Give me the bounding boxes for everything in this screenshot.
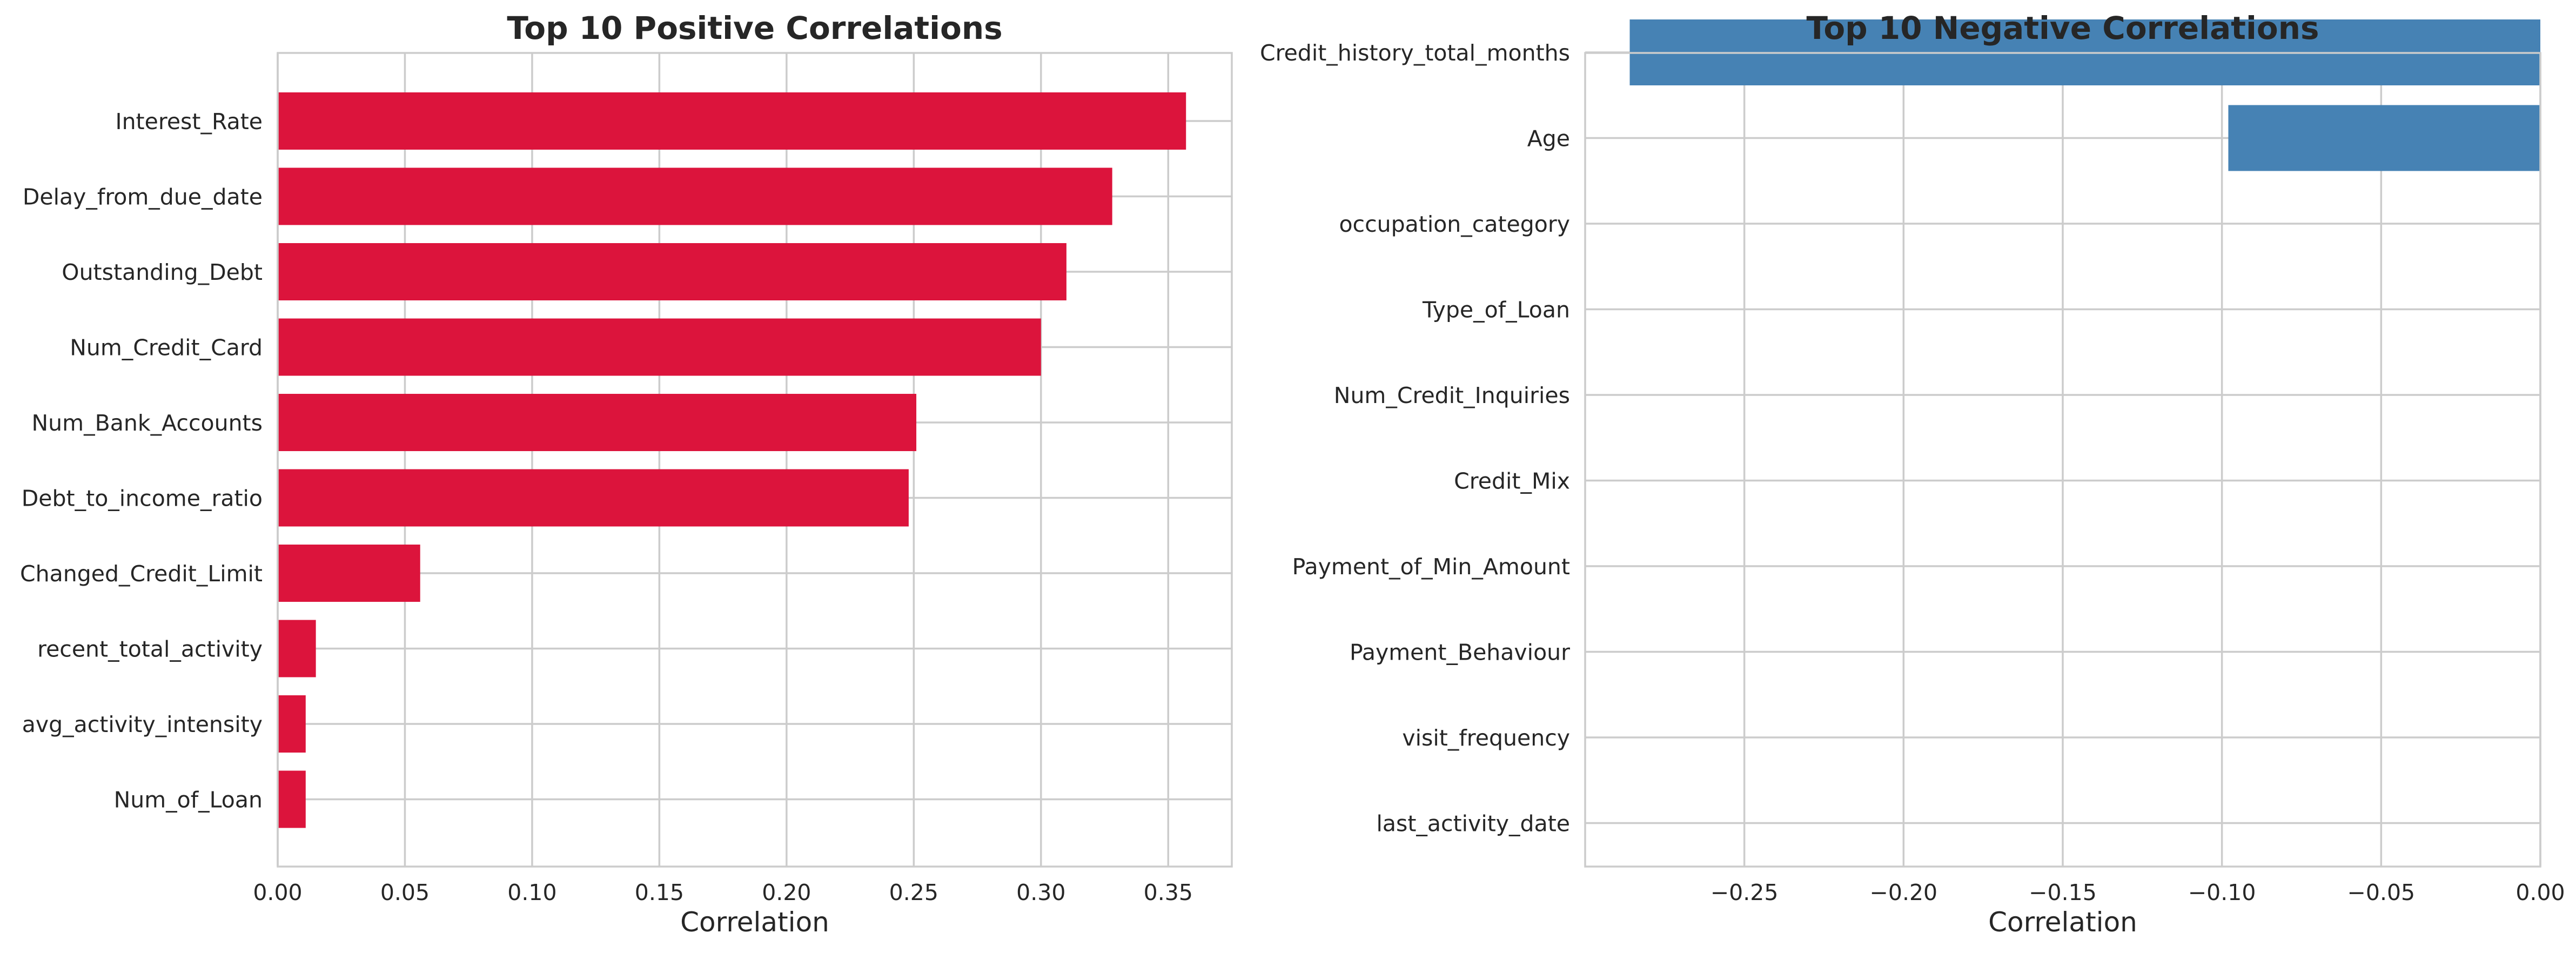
bar-delay-from-due-date <box>278 167 1112 225</box>
y-tick-label: Num_Credit_Card <box>70 335 263 361</box>
x-tick-label: 0.00 <box>253 880 302 905</box>
bar-outstanding-debt <box>278 243 1066 300</box>
bar-num-of-loan <box>278 770 306 828</box>
x-tick-label: 0.35 <box>1144 880 1193 905</box>
plot-frame <box>277 52 1233 868</box>
y-tick-label: Type_of_Loan <box>1422 297 1570 323</box>
plot-frame <box>1584 52 2541 868</box>
y-tick-label: last_activity_date <box>1376 811 1570 837</box>
x-tick-label: −0.05 <box>2347 880 2416 905</box>
y-tick-label: Delay_from_due_date <box>23 184 263 210</box>
x-tick-label: 0.20 <box>762 880 811 905</box>
y-tick-label: visit_frequency <box>1402 725 1570 751</box>
chart-title: Top 10 Negative Correlations <box>1806 10 2319 46</box>
bar-num-bank-accounts <box>278 394 917 451</box>
bar-debt-to-income-ratio <box>278 469 909 527</box>
y-tick-label: Num_Credit_Inquiries <box>1334 382 1570 408</box>
positive-correlations-panel: 0.00 0.05 0.10 0.15 0.20 0.25 0.30 0.35 Interest… <box>20 10 1233 938</box>
y-tick-label: Age <box>1527 126 1570 152</box>
x-tick-label: −0.25 <box>1710 880 1779 905</box>
x-tick-label: 0.05 <box>380 880 430 905</box>
negative-correlations-panel: −0.25 −0.20 −0.15 −0.10 −0.05 0.00 Credit_hist… <box>1260 10 2565 938</box>
bar-interest-rate <box>278 92 1186 150</box>
y-tick-label: Payment_Behaviour <box>1350 640 1570 666</box>
x-tick-label: 0.00 <box>2515 880 2565 905</box>
bar-changed-credit-limit <box>278 545 420 602</box>
bar-age <box>2228 105 2540 171</box>
x-tick-label: 0.25 <box>889 880 938 905</box>
y-tick-label: avg_activity_intensity <box>22 712 263 737</box>
y-tick-label: Num_of_Loan <box>114 787 263 813</box>
x-tick-label: −0.15 <box>2029 880 2097 905</box>
x-tick-label: 0.10 <box>507 880 556 905</box>
y-tick-label: Interest_Rate <box>115 109 263 135</box>
y-tick-label: Num_Bank_Accounts <box>32 410 263 436</box>
y-tick-label: Changed_Credit_Limit <box>20 561 263 587</box>
y-tick-label: Payment_of_Min_Amount <box>1292 554 1570 580</box>
y-tick-label: Credit_Mix <box>1454 468 1570 494</box>
y-tick-label: Debt_to_income_ratio <box>22 486 263 512</box>
x-tick-label: −0.20 <box>1870 880 1938 905</box>
y-tick-label: recent_total_activity <box>37 636 263 662</box>
y-tick-label: occupation_category <box>1339 211 1570 237</box>
x-axis-label: Correlation <box>680 907 829 938</box>
bar-avg-activity-intensity <box>278 695 306 753</box>
y-tick-label: Credit_history_total_months <box>1260 40 1570 66</box>
bar-num-credit-card <box>278 318 1041 376</box>
chart-title: Top 10 Positive Correlations <box>507 10 1002 46</box>
x-tick-label: −0.10 <box>2188 880 2256 905</box>
bar-recent-total-activity <box>278 620 316 677</box>
x-axis-label: Correlation <box>1988 907 2137 938</box>
x-tick-label: 0.15 <box>635 880 684 905</box>
x-tick-label: 0.30 <box>1016 880 1065 905</box>
y-tick-label: Outstanding_Debt <box>62 259 263 285</box>
